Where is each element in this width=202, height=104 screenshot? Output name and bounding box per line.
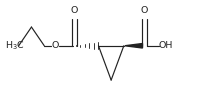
- Polygon shape: [124, 43, 142, 48]
- Text: O: O: [140, 6, 147, 15]
- Text: O: O: [70, 6, 77, 15]
- Text: O: O: [51, 41, 59, 50]
- Text: OH: OH: [158, 41, 172, 50]
- Text: H$_3$C: H$_3$C: [5, 40, 25, 52]
